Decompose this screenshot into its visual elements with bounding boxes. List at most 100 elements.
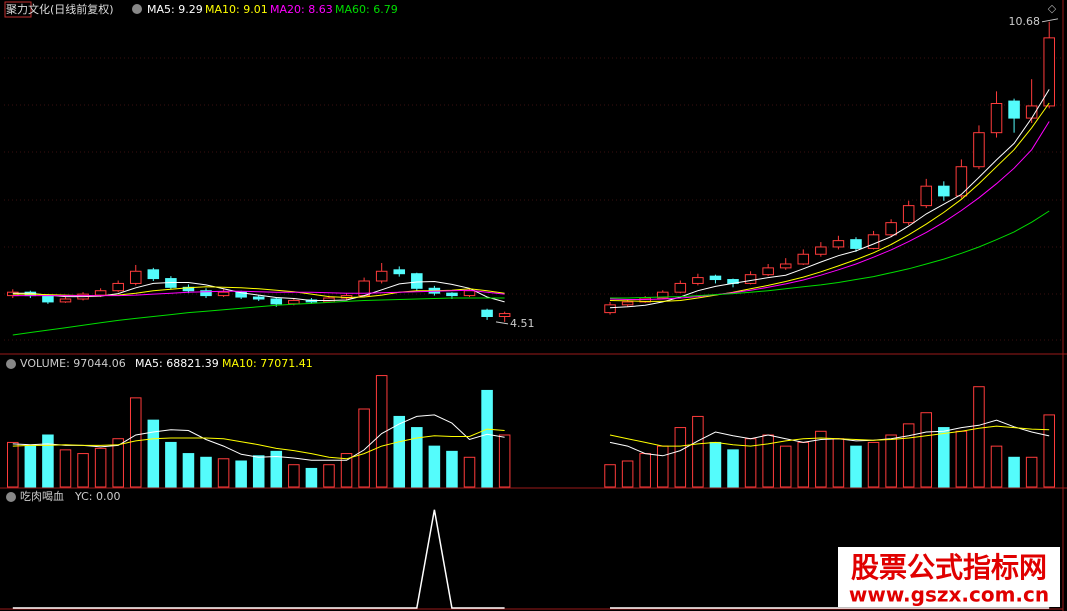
candle-body bbox=[955, 166, 968, 197]
candle-body bbox=[112, 282, 124, 292]
candle-body bbox=[498, 313, 511, 318]
volume-bar bbox=[42, 434, 54, 488]
candle-body bbox=[42, 295, 54, 303]
low-arrow bbox=[495, 321, 509, 325]
volume-bar bbox=[990, 445, 1003, 488]
volume-bar bbox=[938, 427, 950, 488]
volume-bar bbox=[850, 445, 862, 488]
volume-bar bbox=[393, 415, 406, 488]
candle-body bbox=[621, 301, 634, 306]
candle-body bbox=[481, 309, 493, 318]
candle-body bbox=[920, 185, 933, 207]
candle-body bbox=[656, 291, 669, 299]
collapse-icon[interactable]: ◇ bbox=[1048, 2, 1057, 15]
volume-bar bbox=[1008, 456, 1020, 488]
candle-body bbox=[779, 263, 792, 269]
menu-icon[interactable] bbox=[132, 4, 142, 14]
volume-title: VOLUME: 97044.06 bbox=[20, 357, 126, 370]
candle-body bbox=[867, 234, 880, 249]
volume-bar bbox=[692, 415, 704, 488]
candle-body bbox=[973, 132, 985, 168]
volume-bar bbox=[604, 464, 616, 488]
high-arrow bbox=[1041, 18, 1059, 23]
volume-bar bbox=[885, 434, 897, 488]
candle-body bbox=[129, 270, 142, 284]
volume-bar bbox=[270, 450, 283, 488]
volume-bar bbox=[375, 375, 388, 488]
candle-body bbox=[674, 282, 687, 293]
candle-body bbox=[200, 290, 212, 297]
candle-body bbox=[411, 273, 423, 289]
volume-bar bbox=[727, 449, 739, 488]
volume-bar bbox=[305, 467, 318, 488]
volume-bar bbox=[358, 408, 370, 488]
volume-bar bbox=[77, 453, 89, 488]
candle-body bbox=[604, 304, 616, 314]
candle-body bbox=[885, 222, 897, 236]
volume-bar bbox=[323, 464, 335, 488]
volume-bar bbox=[7, 441, 19, 488]
candle-body bbox=[832, 240, 845, 248]
candle-body bbox=[288, 299, 300, 305]
ma-line bbox=[12, 210, 1050, 336]
volume-bar bbox=[411, 427, 423, 488]
volume-bar bbox=[832, 438, 845, 488]
volume-ma-line bbox=[12, 425, 1050, 460]
candle-body bbox=[709, 275, 722, 281]
menu-icon[interactable] bbox=[6, 359, 16, 369]
volume-bar bbox=[463, 456, 476, 488]
volume-bar bbox=[24, 445, 37, 488]
volume-bar bbox=[217, 458, 230, 488]
ma-legend: MA10: 9.01 bbox=[205, 3, 268, 16]
title-highlight bbox=[4, 1, 32, 18]
volume-bar bbox=[797, 441, 810, 488]
candle-body bbox=[94, 290, 107, 296]
candle-body bbox=[797, 253, 810, 265]
candle-body bbox=[252, 296, 265, 300]
watermark-url: www.gszx.com.cn bbox=[849, 583, 1049, 607]
volume-bar bbox=[1043, 414, 1055, 488]
candle-body bbox=[744, 274, 757, 284]
candle-body bbox=[217, 291, 230, 297]
volume-bar bbox=[709, 441, 722, 488]
volume-bar bbox=[200, 456, 212, 488]
candle-body bbox=[446, 292, 458, 297]
candle-body bbox=[59, 298, 72, 303]
candle-body bbox=[1043, 37, 1055, 107]
ma-legend: MA20: 8.63 bbox=[270, 3, 333, 16]
menu-icon[interactable] bbox=[6, 492, 16, 502]
volume-bar bbox=[674, 427, 687, 488]
volume-bar bbox=[182, 453, 195, 488]
candle-body bbox=[692, 277, 704, 284]
candle-body bbox=[463, 290, 476, 297]
volume-bar bbox=[867, 441, 880, 488]
volume-bar bbox=[59, 449, 72, 488]
volume-ma-line bbox=[12, 414, 1050, 461]
candle-body bbox=[375, 270, 388, 282]
candle-body bbox=[270, 298, 283, 305]
volume-bar bbox=[288, 464, 300, 488]
grid bbox=[4, 57, 1062, 341]
candle-body bbox=[1008, 100, 1020, 119]
volume-bar bbox=[94, 447, 107, 488]
high-label: 10.68 bbox=[1009, 15, 1041, 28]
volume-bar bbox=[1025, 456, 1038, 488]
indicator-title: 吃肉喝血 bbox=[20, 489, 64, 503]
volume-bar bbox=[621, 460, 634, 488]
volume-ma-legend: MA10: 77071.41 bbox=[222, 357, 313, 370]
volume-bar bbox=[428, 445, 441, 488]
volume-bar bbox=[340, 453, 353, 488]
volume-bar bbox=[481, 389, 493, 488]
indicator-value: YC: 0.00 bbox=[74, 490, 121, 503]
candle-body bbox=[147, 269, 160, 280]
volume-bar bbox=[920, 412, 933, 488]
volume-bar bbox=[165, 441, 177, 488]
volume-bar bbox=[129, 397, 142, 488]
watermark-bg bbox=[838, 547, 1060, 607]
volume-bar bbox=[252, 455, 265, 488]
candle-body bbox=[938, 185, 950, 197]
volume-bar bbox=[639, 453, 651, 488]
volume-bar bbox=[902, 423, 915, 488]
ma-legend: MA5: 9.29 bbox=[147, 3, 203, 16]
